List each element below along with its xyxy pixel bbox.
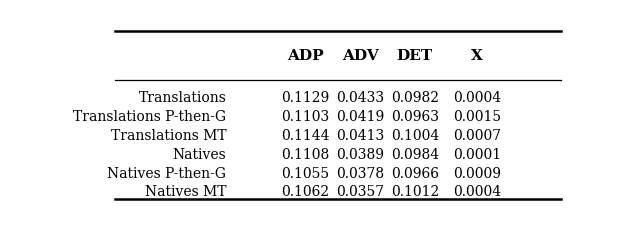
Text: Natives: Natives <box>173 147 227 161</box>
Text: 0.0001: 0.0001 <box>452 147 501 161</box>
Text: X: X <box>471 49 483 63</box>
Text: 0.1103: 0.1103 <box>282 110 330 124</box>
Text: 0.1062: 0.1062 <box>282 185 330 199</box>
Text: 0.0004: 0.0004 <box>452 91 501 105</box>
Text: 0.0009: 0.0009 <box>453 166 501 180</box>
Text: 0.1129: 0.1129 <box>282 91 330 105</box>
Text: 0.0004: 0.0004 <box>452 185 501 199</box>
Text: 0.0433: 0.0433 <box>336 91 384 105</box>
Text: Natives P-then-G: Natives P-then-G <box>108 166 227 180</box>
Text: Translations MT: Translations MT <box>111 128 227 142</box>
Text: 0.1144: 0.1144 <box>282 128 330 142</box>
Text: Translations P-then-G: Translations P-then-G <box>73 110 227 124</box>
Text: 0.1055: 0.1055 <box>282 166 330 180</box>
Text: 0.0963: 0.0963 <box>391 110 439 124</box>
Text: ADV: ADV <box>342 49 379 63</box>
Text: DET: DET <box>397 49 433 63</box>
Text: Translations: Translations <box>138 91 227 105</box>
Text: 0.0984: 0.0984 <box>391 147 439 161</box>
Text: 0.1004: 0.1004 <box>390 128 439 142</box>
Text: 0.0982: 0.0982 <box>391 91 439 105</box>
Text: 0.0007: 0.0007 <box>452 128 501 142</box>
Text: 0.0357: 0.0357 <box>336 185 384 199</box>
Text: 0.0413: 0.0413 <box>336 128 385 142</box>
Text: 0.1108: 0.1108 <box>282 147 330 161</box>
Text: 0.0966: 0.0966 <box>391 166 439 180</box>
Text: 0.0389: 0.0389 <box>336 147 384 161</box>
Text: 0.0419: 0.0419 <box>336 110 385 124</box>
Text: ADP: ADP <box>287 49 324 63</box>
Text: Natives MT: Natives MT <box>145 185 227 199</box>
Text: 0.0378: 0.0378 <box>336 166 384 180</box>
Text: 0.0015: 0.0015 <box>452 110 501 124</box>
Text: 0.1012: 0.1012 <box>390 185 439 199</box>
